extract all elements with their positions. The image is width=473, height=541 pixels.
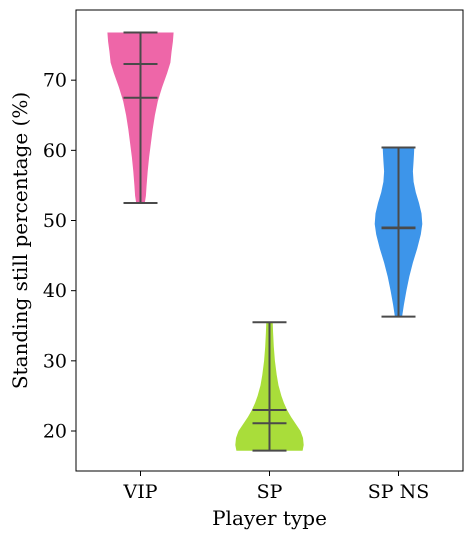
y-axis-label: Standing still percentage (%) bbox=[8, 92, 32, 389]
y-tick-label-60: 60 bbox=[43, 140, 67, 162]
y-tick-label-20: 20 bbox=[43, 421, 67, 443]
x-axis-ticks: VIP SP SP NS bbox=[122, 471, 429, 503]
violin-layer bbox=[107, 31, 423, 452]
y-tick-label-30: 30 bbox=[43, 350, 67, 372]
x-tick-label-sp: SP bbox=[257, 481, 283, 503]
y-tick-label-50: 50 bbox=[43, 210, 67, 232]
x-tick-label-sp-ns: SP NS bbox=[368, 481, 429, 503]
y-axis-ticks: 20 30 40 50 60 70 bbox=[43, 70, 76, 443]
plot-frame bbox=[75, 9, 464, 472]
y-tick-label-40: 40 bbox=[43, 280, 67, 302]
x-tick-label-vip: VIP bbox=[122, 481, 157, 503]
y-tick-label-70: 70 bbox=[43, 70, 67, 92]
x-axis-label: Player type bbox=[212, 506, 327, 530]
